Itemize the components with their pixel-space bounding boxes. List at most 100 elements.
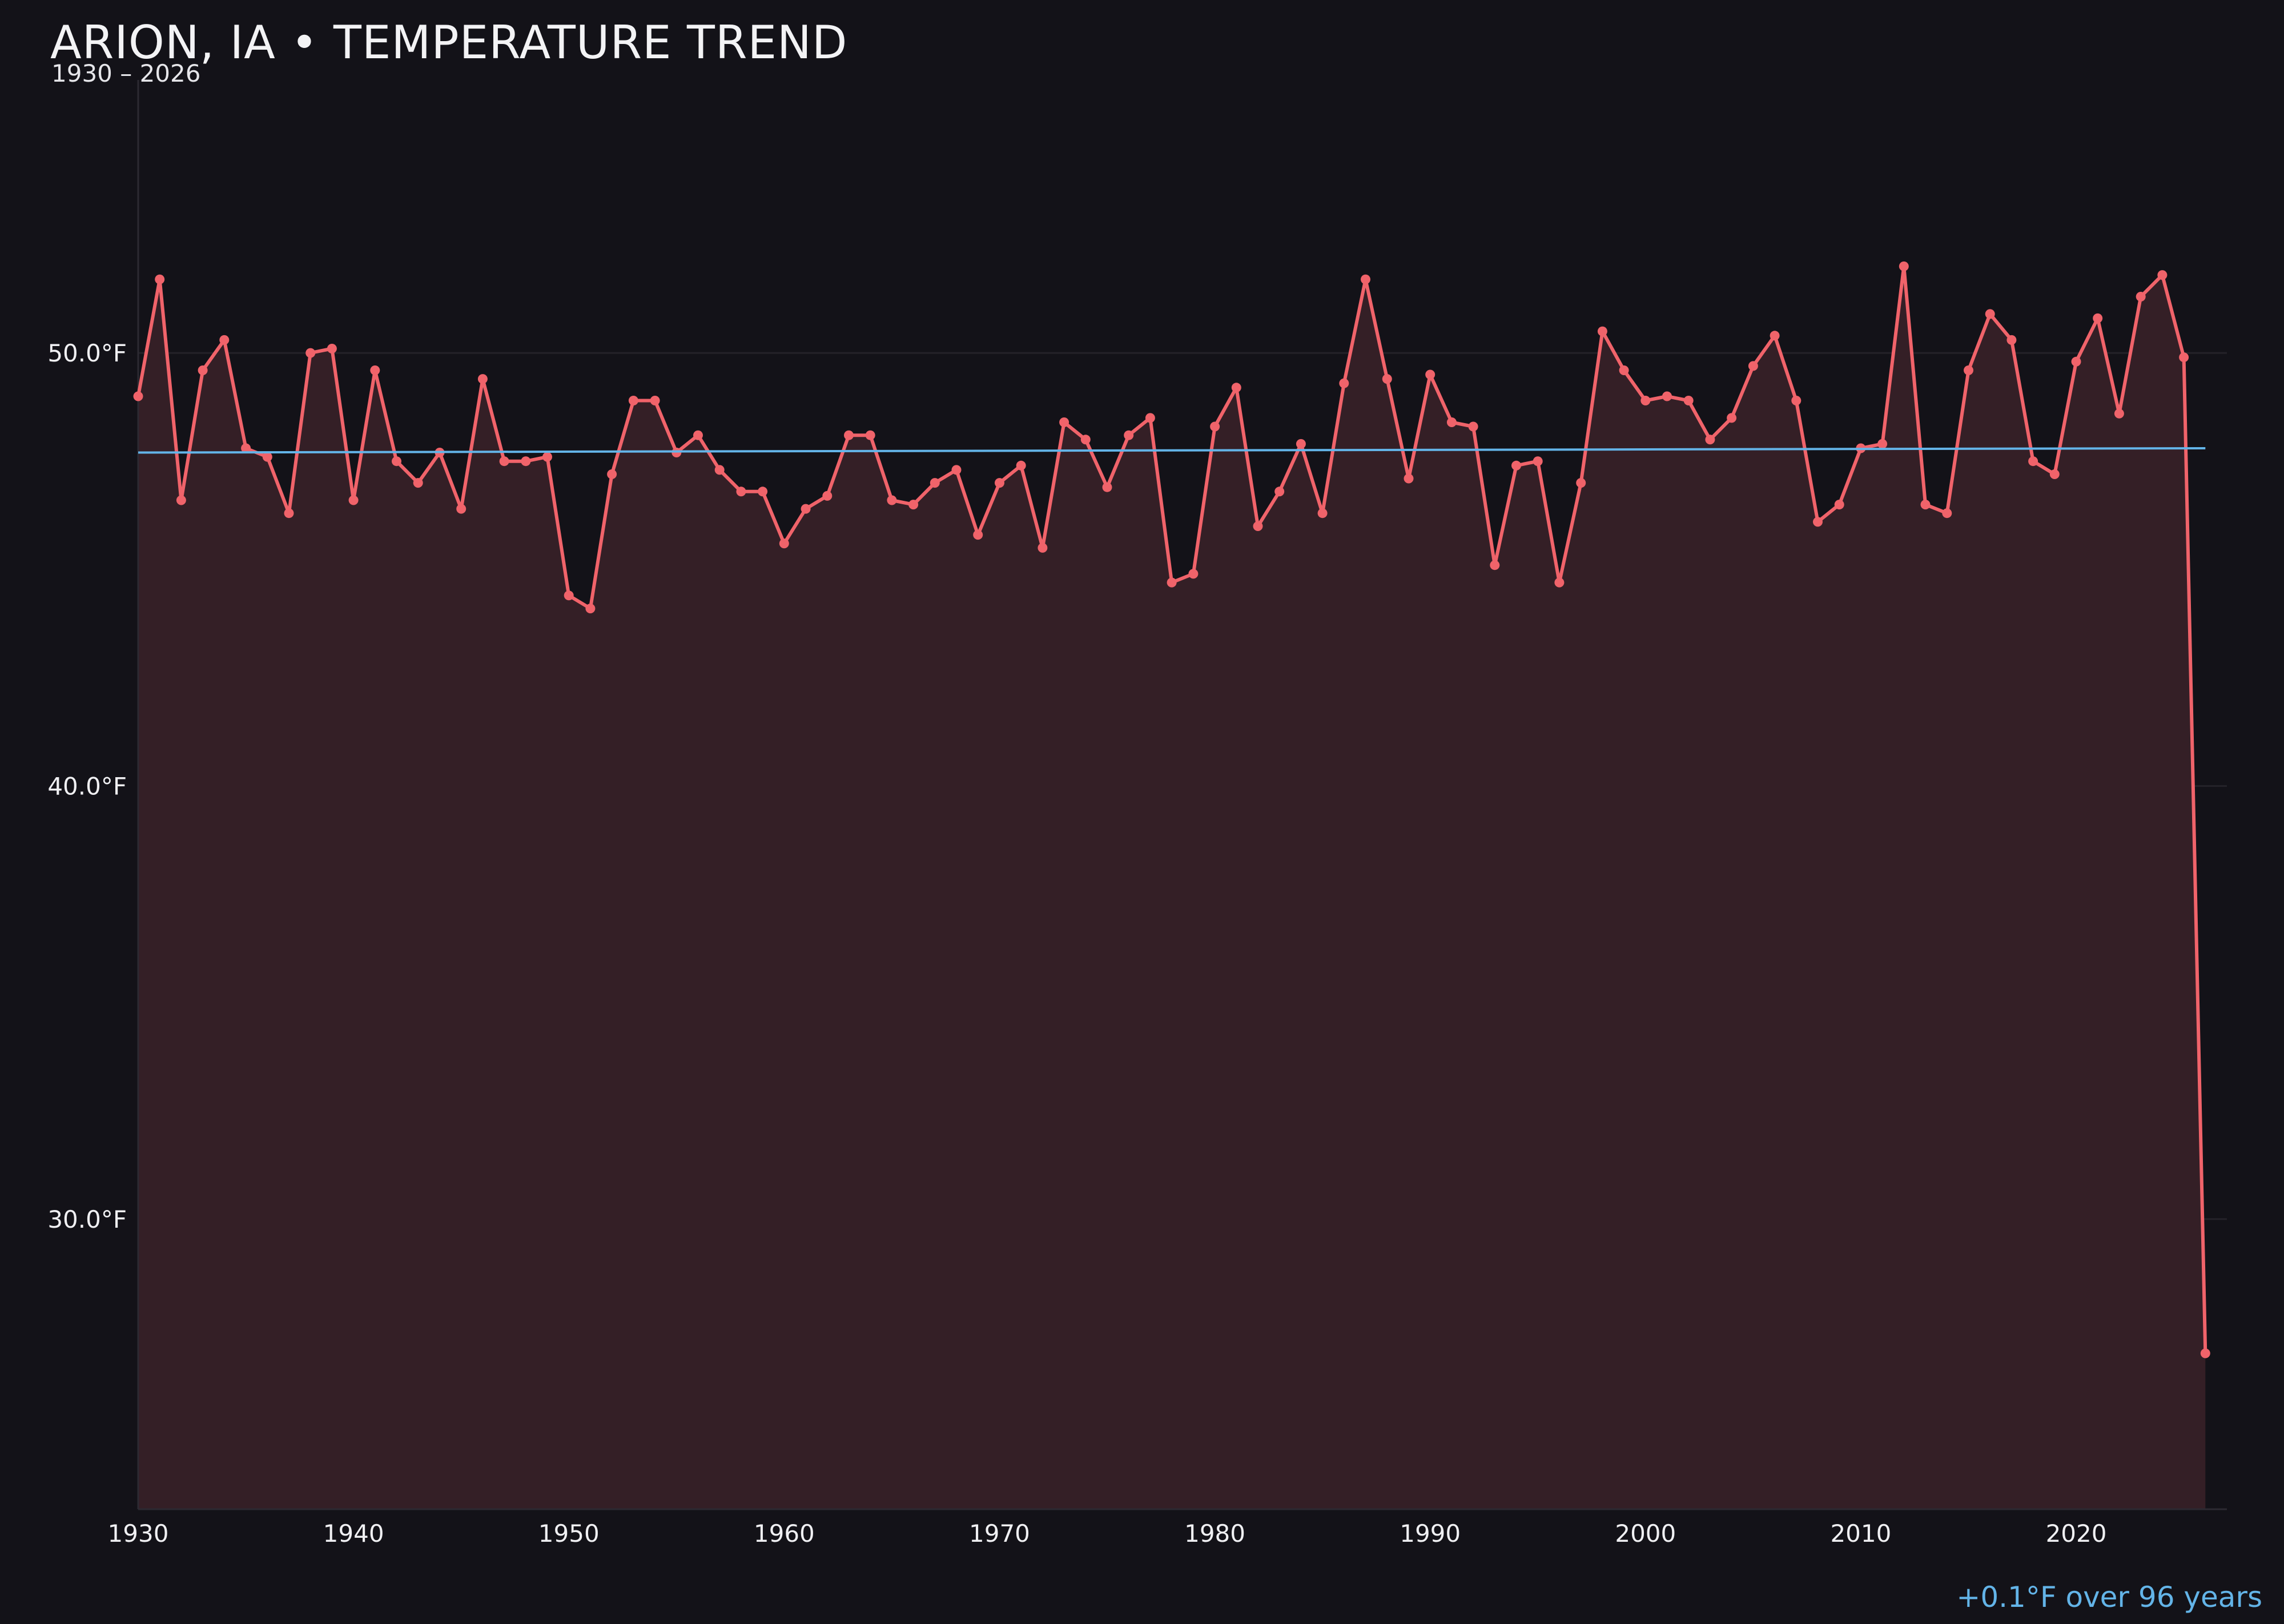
x-tick-label: 1980 xyxy=(1184,1520,1245,1547)
data-point xyxy=(477,374,488,384)
data-point xyxy=(650,396,660,405)
data-point xyxy=(607,469,617,479)
data-point xyxy=(736,487,746,497)
y-tick-label: 40.0°F xyxy=(47,773,127,801)
data-point xyxy=(1016,460,1026,471)
data-point xyxy=(1361,274,1370,284)
data-point xyxy=(2028,456,2038,467)
data-point xyxy=(973,530,983,540)
data-point xyxy=(1468,421,1478,432)
data-point xyxy=(392,456,401,467)
data-point xyxy=(542,452,552,462)
data-point xyxy=(865,430,875,440)
data-point xyxy=(1446,417,1457,427)
data-point xyxy=(1038,542,1048,553)
data-point xyxy=(1404,473,1414,484)
data-point xyxy=(1834,500,1844,510)
data-point xyxy=(693,430,703,440)
data-point xyxy=(1102,482,1112,492)
data-point xyxy=(1662,391,1672,401)
data-point xyxy=(2136,292,2146,302)
data-point xyxy=(1059,417,1069,427)
data-point xyxy=(1920,500,1931,510)
data-point xyxy=(2157,270,2168,280)
data-point xyxy=(2071,356,2081,367)
data-point xyxy=(2006,335,2017,345)
x-tick-label: 2010 xyxy=(1830,1520,1891,1547)
x-tick-label: 2000 xyxy=(1615,1520,1676,1547)
y-tick-labels: 50.0°F 40.0°F 30.0°F xyxy=(47,339,127,1233)
data-point xyxy=(2179,352,2189,363)
data-point xyxy=(305,348,316,358)
data-point xyxy=(1554,577,1565,588)
data-point xyxy=(1339,378,1349,388)
data-point xyxy=(930,478,940,488)
data-point xyxy=(758,487,768,497)
data-point xyxy=(1791,396,1802,405)
x-tick-label: 1940 xyxy=(323,1520,384,1547)
data-point xyxy=(1296,439,1306,449)
data-point xyxy=(413,478,423,488)
data-point xyxy=(1167,577,1177,588)
data-point xyxy=(908,500,919,510)
x-tick-label: 1950 xyxy=(538,1520,600,1547)
data-point xyxy=(1813,517,1823,527)
data-point xyxy=(176,495,186,505)
data-point xyxy=(348,495,359,505)
data-point xyxy=(887,495,897,505)
data-point xyxy=(844,430,854,440)
data-point xyxy=(1619,365,1629,375)
data-point xyxy=(219,335,230,345)
data-point xyxy=(564,590,574,601)
data-point xyxy=(1382,374,1392,384)
data-point xyxy=(1942,508,1952,518)
data-point xyxy=(822,491,833,501)
data-point xyxy=(521,456,531,467)
data-point xyxy=(1705,435,1715,445)
data-point xyxy=(1490,560,1500,570)
chart-subtitle: 1930 – 2026 xyxy=(51,59,201,87)
data-point xyxy=(198,365,208,375)
trend-annotation: +0.1°F over 96 years xyxy=(1956,1581,2262,1614)
data-point xyxy=(1576,478,1586,488)
data-point xyxy=(499,456,509,467)
data-point xyxy=(1511,460,1521,471)
x-tick-label: 1930 xyxy=(108,1520,169,1547)
data-point xyxy=(2114,408,2124,419)
chart-title: ARION, IA • TEMPERATURE TREND xyxy=(50,16,848,69)
x-tick-label: 1960 xyxy=(754,1520,815,1547)
data-point xyxy=(1231,383,1241,393)
data-point xyxy=(2049,469,2060,479)
data-point xyxy=(585,604,596,614)
data-point xyxy=(1770,331,1780,341)
data-point xyxy=(951,465,962,475)
data-point xyxy=(714,465,725,475)
data-point xyxy=(133,391,143,401)
data-point xyxy=(1597,326,1607,336)
data-point xyxy=(327,344,337,353)
x-tick-label: 1990 xyxy=(1400,1520,1461,1547)
data-point xyxy=(1210,421,1220,432)
data-point xyxy=(1964,365,1973,375)
data-point xyxy=(801,504,811,514)
data-point xyxy=(1317,508,1328,518)
data-point xyxy=(1727,413,1737,423)
x-tick-labels: 1930 1940 1950 1960 1970 1980 1990 2000 2010 2020 xyxy=(108,1520,2107,1547)
data-point xyxy=(1683,396,1694,405)
data-point xyxy=(1188,569,1199,579)
data-point xyxy=(779,538,789,549)
data-point xyxy=(995,478,1004,488)
data-point xyxy=(1748,361,1758,371)
data-point xyxy=(1080,435,1091,445)
y-tick-label: 30.0°F xyxy=(47,1205,127,1233)
data-point xyxy=(1425,369,1435,380)
y-tick-label: 50.0°F xyxy=(47,339,127,367)
data-point xyxy=(241,443,251,453)
data-point xyxy=(1985,309,1995,319)
data-point xyxy=(284,508,294,518)
data-point xyxy=(1124,430,1134,440)
x-tick-label: 1970 xyxy=(969,1520,1030,1547)
data-point xyxy=(1533,456,1543,467)
data-point xyxy=(1899,261,1909,271)
